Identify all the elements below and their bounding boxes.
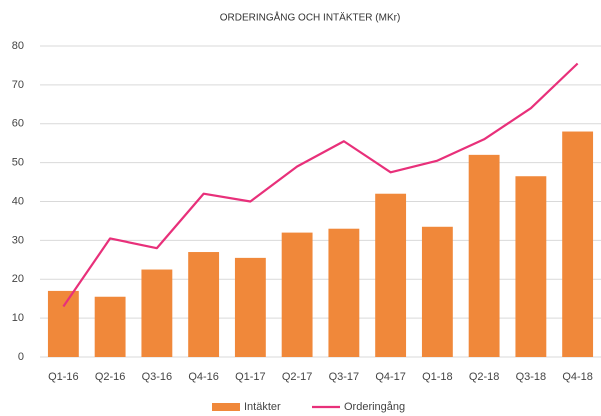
x-tick-label: Q2-16 — [95, 371, 126, 383]
line — [62, 62, 579, 308]
y-tick-label: 30 — [12, 234, 24, 246]
y-tick-label: 80 — [12, 40, 24, 52]
x-tick-label: Q3-17 — [329, 371, 360, 383]
y-tick-label: 20 — [12, 273, 24, 285]
x-tick-label: Q3-18 — [516, 371, 547, 383]
y-tick-label: 60 — [12, 118, 24, 130]
bar — [421, 226, 453, 357]
x-tick-label: Q4-18 — [562, 371, 593, 383]
x-tick-label: Q3-16 — [142, 371, 173, 383]
bar — [47, 290, 79, 357]
x-tick-label: Q2-18 — [469, 371, 500, 383]
x-tick-label: Q1-17 — [235, 371, 266, 383]
y-tick-label: 0 — [18, 351, 24, 363]
bar — [234, 257, 266, 357]
bar — [375, 193, 407, 357]
y-tick-label: 10 — [12, 312, 24, 324]
x-tick-label: Q1-18 — [422, 371, 453, 383]
bar — [94, 296, 126, 357]
bar — [562, 131, 594, 357]
bar — [281, 232, 313, 357]
bar — [141, 269, 173, 357]
x-tick-label: Q4-17 — [375, 371, 406, 383]
y-tick-label: 40 — [12, 195, 24, 207]
y-tick-label: 50 — [12, 157, 24, 169]
bar — [328, 228, 360, 357]
x-tick-label: Q1-16 — [48, 371, 79, 383]
bar — [188, 252, 220, 357]
x-tick-label: Q4-16 — [188, 371, 219, 383]
y-tick-label: 70 — [12, 79, 24, 91]
legend-label: Intäkter — [244, 401, 281, 413]
legend-label: Orderingång — [344, 401, 405, 413]
bar — [468, 154, 500, 357]
x-tick-label: Q2-17 — [282, 371, 313, 383]
chart-title: ORDERINGÅNG OCH INTÄKTER (MKr) — [220, 11, 401, 24]
bar — [515, 176, 547, 357]
legend-swatch — [212, 403, 240, 411]
